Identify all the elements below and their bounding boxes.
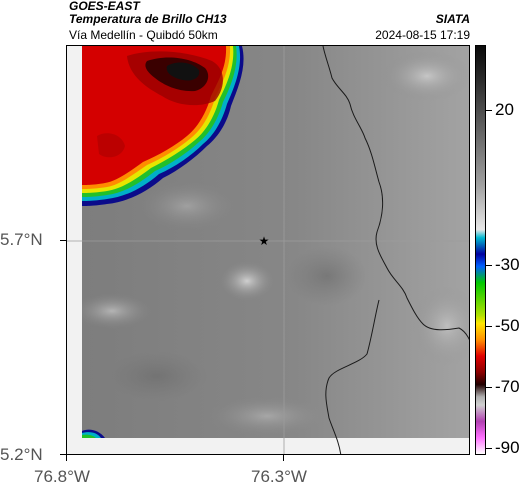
lat-label-5-7: 5.7°N <box>0 230 43 249</box>
colorbar-label-20: 20 <box>495 100 514 119</box>
colorbar <box>475 45 486 455</box>
brand-label: SIATA <box>435 12 470 26</box>
timestamp: 2024-08-15 17:19 <box>375 28 470 42</box>
lat-tick <box>60 240 66 241</box>
colorbar-label-minus90: -90 <box>495 438 520 457</box>
satellite-name: GOES-EAST <box>69 0 140 13</box>
lon-label-76-3: 76.3°W <box>251 467 307 486</box>
lat-label-5-2: 5.2°N <box>0 445 43 464</box>
lon-tick <box>66 455 67 461</box>
lon-tick <box>283 455 284 461</box>
region-boundary <box>325 299 380 454</box>
storm-cell <box>82 46 244 206</box>
colorbar-label-minus50: -50 <box>495 316 520 335</box>
product-title: Temperatura de Brillo CH13 <box>69 12 227 26</box>
star-marker: ★ <box>259 234 270 248</box>
department-boundary <box>322 46 469 341</box>
colorbar-label-minus70: -70 <box>495 377 520 396</box>
map-canvas: ★ <box>67 46 469 454</box>
region-subtitle: Vía Medellín - Quibdó 50km <box>69 28 218 42</box>
satellite-map: ★ <box>66 45 470 455</box>
lon-label-76-8: 76.8°W <box>34 467 90 486</box>
colorbar-label-minus30: -30 <box>495 255 520 274</box>
lat-tick <box>60 454 66 455</box>
